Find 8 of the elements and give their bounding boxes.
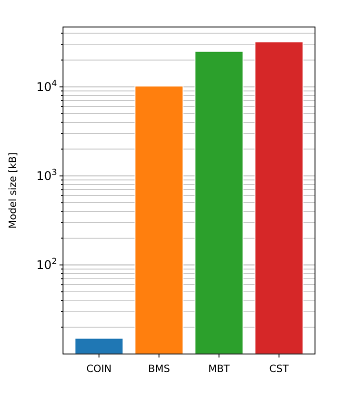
y-tick-label: 10$^{3}$ bbox=[36, 167, 57, 184]
x-tick-label: COIN bbox=[86, 364, 112, 375]
y-tick-label: 10$^{2}$ bbox=[36, 256, 57, 272]
y-axis-title: Model size [kB] bbox=[8, 152, 19, 229]
x-tick-label: CST bbox=[269, 364, 290, 375]
y-tick-label: 10$^{4}$ bbox=[36, 78, 57, 94]
x-tick-label: MBT bbox=[208, 364, 231, 375]
x-tick-label: BMS bbox=[148, 364, 170, 375]
